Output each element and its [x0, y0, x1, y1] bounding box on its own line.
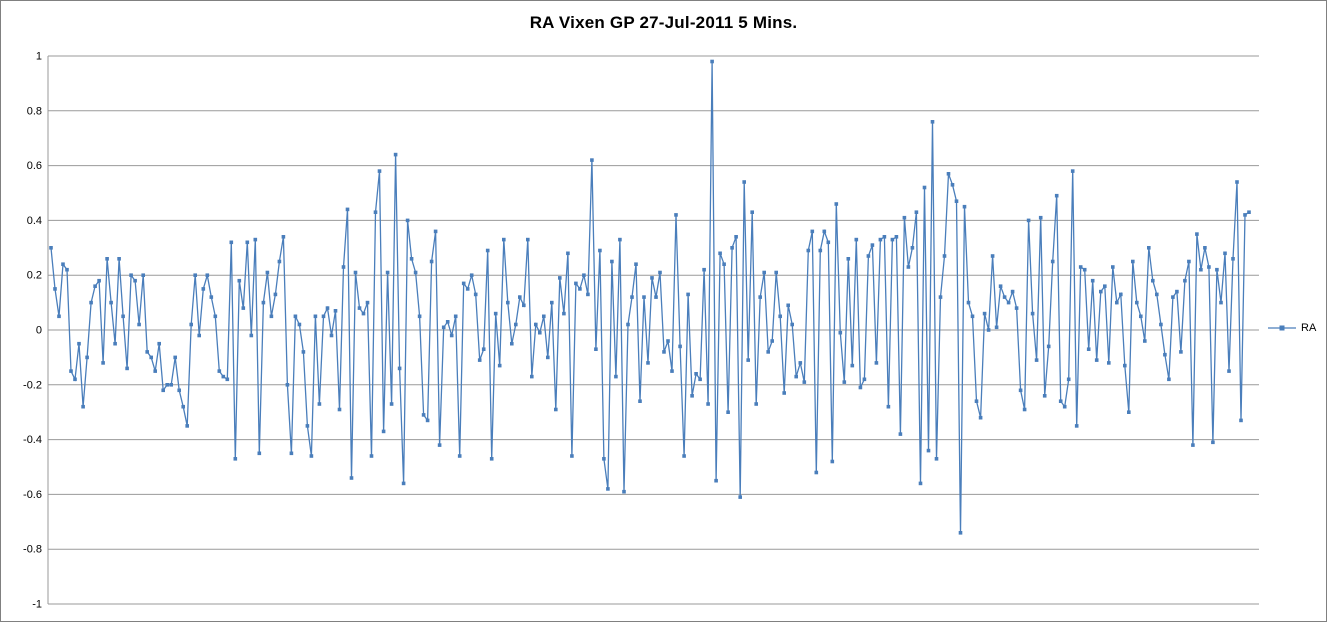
ra-series-markers: [49, 59, 1251, 535]
y-axis-tick-label: 0: [36, 325, 42, 337]
y-axis-tick-label: 0.8: [27, 105, 42, 117]
y-axis-tick-label: 0.2: [27, 270, 42, 282]
legend-ra-marker-icon: [1268, 325, 1296, 331]
y-axis-tick-labels: 1 0.8 0.6 0.4 0.2 0 -0.2 -0.4 -0.6 -0.8 -1: [23, 51, 42, 611]
legend: RA: [1267, 322, 1316, 334]
y-axis-tick-label: 0.4: [27, 215, 42, 227]
y-axis-tick-label: -0.2: [23, 379, 42, 391]
gridlines: [48, 55, 1259, 605]
y-axis-tick-label: -1: [32, 599, 42, 611]
legend-label: RA: [1301, 322, 1317, 334]
ra-series-line: [50, 61, 1250, 533]
y-axis-tick-label: -0.4: [23, 434, 42, 446]
line-chart-plot-area: 1 0.8 0.6 0.4 0.2 0 -0.2 -0.4 -0.6 -0.8 -1: [23, 51, 1259, 611]
y-axis-tick-label: 0.6: [27, 160, 42, 172]
y-axis-tick-label: 1: [36, 51, 42, 63]
chart-title: RA Vixen GP 27-Jul-2011 5 Mins.: [529, 13, 798, 32]
y-axis-tick-label: -0.8: [23, 544, 42, 556]
y-axis-tick-label: -0.6: [23, 489, 42, 501]
